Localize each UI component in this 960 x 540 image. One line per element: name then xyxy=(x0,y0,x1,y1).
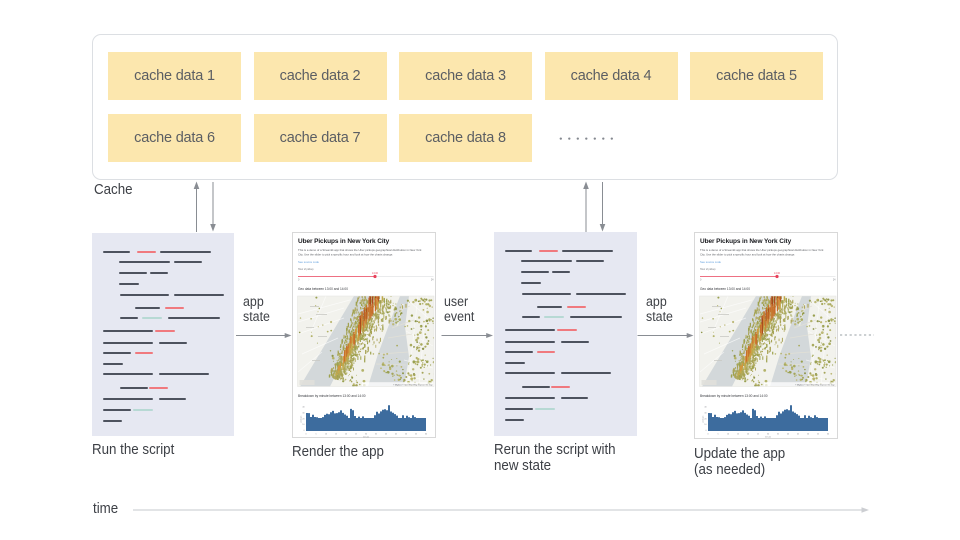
svg-text:10: 10 xyxy=(704,424,706,426)
svg-text:50: 50 xyxy=(807,434,809,436)
svg-text:Breakdown by minute between 13: Breakdown by minute between 13:00 and 14… xyxy=(700,394,768,398)
svg-text:minute: minute xyxy=(765,435,772,438)
svg-text:13,00: 13,00 xyxy=(774,272,781,275)
svg-text:This is a demo of a Streamlit: This is a demo of a Streamlit app that s… xyxy=(700,248,824,252)
svg-text:5: 5 xyxy=(717,434,718,436)
svg-text:pickups: pickups xyxy=(703,416,705,423)
svg-text:pickups: pickups xyxy=(301,416,303,423)
svg-text:40: 40 xyxy=(302,407,304,409)
svg-text:0: 0 xyxy=(705,430,706,432)
svg-text:20: 20 xyxy=(704,418,706,420)
svg-text:24: 24 xyxy=(833,278,836,281)
svg-text:See source code: See source code xyxy=(298,260,319,264)
svg-text:20: 20 xyxy=(302,418,304,420)
svg-text:45: 45 xyxy=(797,434,799,436)
svg-text:© Mapbox © OpenStreetMap Impro: © Mapbox © OpenStreetMap Improve this ma… xyxy=(795,383,834,386)
svg-text:Hour of pickup: Hour of pickup xyxy=(298,268,314,271)
svg-text:24: 24 xyxy=(431,278,434,281)
svg-text:45: 45 xyxy=(395,434,397,436)
svg-text:Uber Pickups in New York City: Uber Pickups in New York City xyxy=(700,238,792,245)
svg-text:50: 50 xyxy=(405,434,407,436)
svg-text:25: 25 xyxy=(355,434,357,436)
svg-text:Uber Pickups in New York City: Uber Pickups in New York City xyxy=(298,238,390,245)
svg-text:15: 15 xyxy=(737,434,739,436)
svg-text:55: 55 xyxy=(817,434,819,436)
svg-text:Breakdown by minute between 13: Breakdown by minute between 13:00 and 14… xyxy=(298,394,366,398)
svg-text:13,00: 13,00 xyxy=(372,272,379,275)
svg-text:30: 30 xyxy=(365,434,367,436)
svg-text:30: 30 xyxy=(302,412,304,414)
svg-text:60: 60 xyxy=(425,434,427,436)
svg-text:25: 25 xyxy=(757,434,759,436)
svg-text:0: 0 xyxy=(700,278,702,281)
svg-text:0: 0 xyxy=(303,430,304,432)
svg-text:10: 10 xyxy=(727,434,729,436)
svg-text:60: 60 xyxy=(827,434,829,436)
svg-text:5: 5 xyxy=(315,434,316,436)
svg-text:35: 35 xyxy=(375,434,377,436)
svg-text:35: 35 xyxy=(777,434,779,436)
svg-text:Geo data between 13:00 and 14:: Geo data between 13:00 and 14:00 xyxy=(298,287,348,291)
svg-text:This is a demo of a Streamlit: This is a demo of a Streamlit app that s… xyxy=(298,248,422,252)
svg-text:40: 40 xyxy=(787,434,789,436)
svg-text:minute: minute xyxy=(363,435,370,438)
svg-text:© Mapbox © OpenStreetMap Impro: © Mapbox © OpenStreetMap Improve this ma… xyxy=(393,383,432,386)
svg-text:20: 20 xyxy=(747,434,749,436)
svg-text:15: 15 xyxy=(335,434,337,436)
svg-text:30: 30 xyxy=(704,412,706,414)
svg-text:10: 10 xyxy=(325,434,327,436)
svg-text:Geo data between 13:00 and 14:: Geo data between 13:00 and 14:00 xyxy=(700,287,750,291)
svg-text:40: 40 xyxy=(704,407,706,409)
svg-text:10: 10 xyxy=(302,424,304,426)
svg-text:20: 20 xyxy=(345,434,347,436)
svg-text:55: 55 xyxy=(415,434,417,436)
svg-text:0: 0 xyxy=(707,434,708,436)
svg-text:Hour of pickup: Hour of pickup xyxy=(700,268,716,271)
svg-text:0: 0 xyxy=(305,434,306,436)
svg-text:0: 0 xyxy=(298,278,300,281)
svg-text:City. Use the slider to pick a: City. Use the slider to pick a specific … xyxy=(700,253,795,257)
svg-text:30: 30 xyxy=(767,434,769,436)
svg-text:40: 40 xyxy=(385,434,387,436)
svg-text:City. Use the slider to pick a: City. Use the slider to pick a specific … xyxy=(298,253,393,257)
svg-text:See source code: See source code xyxy=(700,260,721,264)
